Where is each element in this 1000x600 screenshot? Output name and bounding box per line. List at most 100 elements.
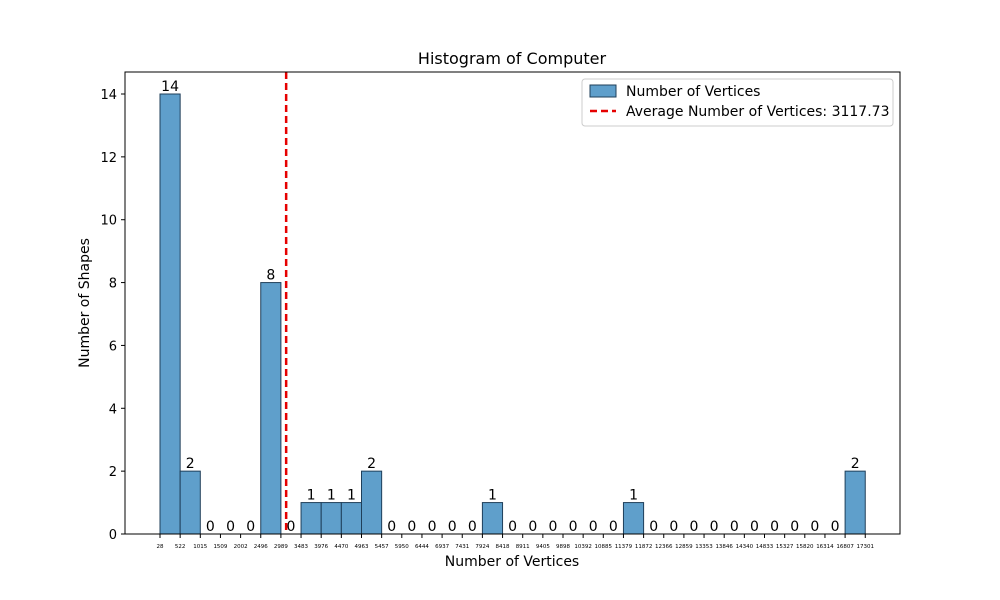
bar-value-label: 1 [327, 488, 336, 504]
y-tick-label: 6 [109, 339, 117, 354]
x-tick-label: 9405 [536, 544, 550, 550]
x-tick-label: 28 [157, 544, 164, 550]
y-tick-label: 14 [100, 88, 117, 103]
plot-frame [124, 71, 901, 535]
x-tick-label: 1509 [213, 544, 227, 550]
x-tick-label: 9898 [556, 544, 570, 550]
bar-value-label: 0 [528, 519, 537, 535]
bar-value-label: 2 [851, 456, 860, 472]
bar-value-label: 0 [690, 519, 699, 535]
bar-value-label: 0 [448, 519, 457, 535]
bar-value-label: 0 [387, 519, 396, 535]
bar-value-label: 0 [226, 519, 235, 535]
bar-value-label: 0 [831, 519, 840, 535]
bar-value-label: 1 [629, 488, 638, 504]
legend-swatch-bars [589, 84, 617, 98]
y-axis-label: Number of Shapes [77, 238, 93, 368]
y-tick-label: 2 [109, 465, 117, 480]
legend: Number of Vertices Average Number of Ver… [581, 78, 894, 127]
x-tick-label: 14833 [756, 544, 774, 550]
y-tick-label: 12 [100, 151, 117, 166]
x-tick-label: 2002 [234, 544, 248, 550]
x-axis-label: Number of Vertices [445, 554, 579, 570]
x-tick-label: 8418 [496, 544, 510, 550]
bar-value-label: 0 [468, 519, 477, 535]
x-tick-label: 15820 [796, 544, 814, 550]
histogram-bar [320, 502, 342, 535]
x-tick-label: 13353 [695, 544, 713, 550]
x-tick-label: 14340 [736, 544, 754, 550]
x-tick-label: 6937 [435, 544, 449, 550]
x-tick-label: 16807 [836, 544, 854, 550]
y-tick-label: 8 [109, 277, 117, 292]
bar-value-label: 0 [609, 519, 618, 535]
bar-value-label: 8 [266, 268, 275, 284]
x-tick-label: 16314 [816, 544, 834, 550]
bar-value-label: 0 [710, 519, 719, 535]
x-axis: 28 522 1015 1509 2002 2496 2989 3483 3976 4470 496… [157, 534, 875, 550]
x-tick-label: 5457 [375, 544, 389, 550]
histogram-bar [260, 282, 282, 535]
bar-value-label: 0 [206, 519, 215, 535]
x-tick-label: 17301 [857, 544, 875, 550]
bar-value-label: 0 [669, 519, 678, 535]
x-tick-label: 3976 [314, 544, 328, 550]
bar-value-label: 14 [161, 79, 179, 95]
histogram-bar [340, 502, 363, 535]
histogram-bar [844, 470, 866, 535]
x-tick-label: 13846 [715, 544, 733, 550]
bar-value-label: 2 [367, 456, 376, 472]
y-tick-label: 10 [100, 214, 117, 229]
x-tick-label: 5950 [395, 544, 409, 550]
x-tick-label: 12859 [675, 544, 693, 550]
bar-value-label: 0 [750, 519, 759, 535]
bar-value-label: 0 [508, 519, 517, 535]
x-tick-label: 15327 [776, 544, 794, 550]
x-tick-label: 7924 [475, 544, 489, 550]
bar-value-label: 2 [186, 456, 195, 472]
legend-label-mean: Average Number of Vertices: 3117.73 [626, 104, 889, 120]
x-tick-label: 10885 [595, 544, 613, 550]
x-tick-label: 6444 [415, 544, 429, 550]
bars-group [159, 93, 866, 535]
x-tick-label: 3483 [294, 544, 308, 550]
histogram-bar [159, 93, 181, 535]
histogram-bar [361, 470, 383, 535]
x-tick-label: 4470 [334, 544, 348, 550]
bar-value-label: 1 [347, 488, 356, 504]
x-tick-label: 7431 [455, 544, 469, 550]
x-tick-label: 522 [175, 544, 186, 550]
x-tick-label: 2496 [254, 544, 268, 550]
histogram-bar [481, 502, 504, 535]
bar-value-label: 1 [307, 488, 316, 504]
x-tick-label: 10392 [574, 544, 592, 550]
x-tick-label: 12366 [655, 544, 673, 550]
x-tick-label: 8911 [516, 544, 530, 550]
x-tick-label: 1015 [193, 544, 207, 550]
x-tick-label: 2989 [274, 544, 288, 550]
y-axis: 0 2 4 6 8 10 12 14 [100, 88, 125, 543]
bar-value-label: 1 [488, 488, 497, 504]
bar-value-label: 0 [246, 519, 255, 535]
y-tick-label: 0 [109, 528, 117, 543]
bar-value-label: 0 [589, 519, 598, 535]
bar-value-label: 0 [407, 519, 416, 535]
chart-title: Histogram of Computer [418, 49, 607, 68]
histogram-bar [300, 502, 322, 535]
y-tick-label: 4 [109, 402, 117, 417]
bar-value-label: 0 [649, 519, 658, 535]
histogram-bar [622, 502, 645, 535]
bar-value-label: 0 [790, 519, 799, 535]
bar-value-label: 0 [569, 519, 578, 535]
bar-value-label: 0 [428, 519, 437, 535]
bar-value-label: 0 [548, 519, 557, 535]
histogram-bar [179, 470, 201, 535]
x-tick-label: 11872 [635, 544, 653, 550]
bar-value-label: 0 [287, 519, 296, 535]
x-tick-label: 4963 [355, 544, 369, 550]
bar-value-label: 0 [810, 519, 819, 535]
bar-value-label: 0 [730, 519, 739, 535]
x-tick-label: 11379 [615, 544, 633, 550]
